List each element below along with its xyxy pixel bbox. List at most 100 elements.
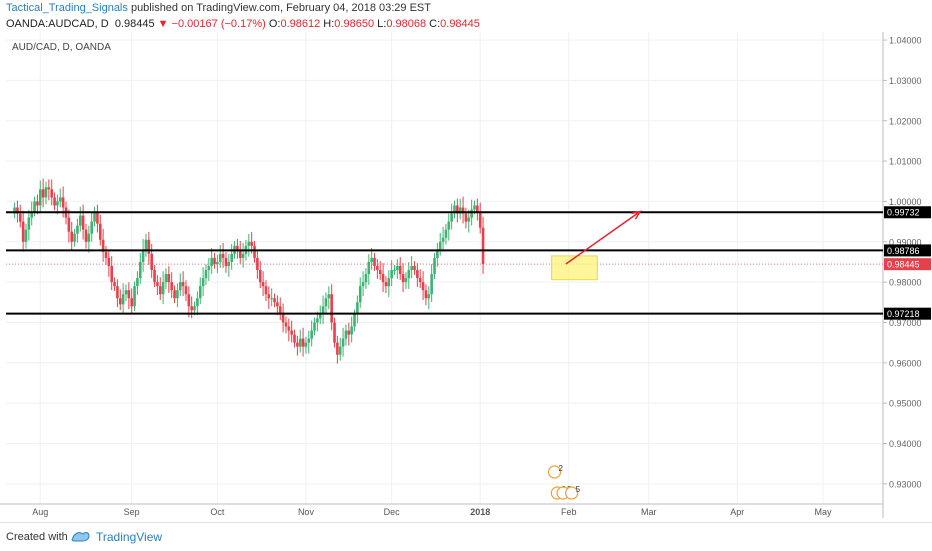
candle-body bbox=[278, 306, 282, 315]
x-tick-label: Feb bbox=[561, 507, 577, 517]
candle-body bbox=[256, 257, 259, 271]
candle-body bbox=[433, 257, 436, 275]
candle-body bbox=[384, 282, 388, 287]
candle-body bbox=[293, 334, 296, 343]
candle-body bbox=[287, 326, 291, 331]
candle-body bbox=[447, 221, 451, 230]
y-tick-label: 1.03000 bbox=[889, 76, 922, 86]
candle-body bbox=[338, 346, 342, 355]
candle-body bbox=[390, 270, 393, 279]
close-value: 0.98445 bbox=[440, 18, 480, 30]
candle-body bbox=[138, 261, 142, 279]
candle-body bbox=[456, 205, 459, 214]
candle-body bbox=[164, 274, 168, 283]
candle-body bbox=[284, 322, 288, 327]
candle-body bbox=[264, 286, 268, 295]
created-with-text: Created with bbox=[6, 531, 68, 543]
projection-arrow bbox=[565, 210, 641, 265]
candle-body bbox=[347, 330, 351, 335]
candle-body bbox=[358, 286, 362, 303]
candle-body bbox=[393, 270, 396, 272]
close-label: C: bbox=[429, 18, 441, 30]
candle-body bbox=[53, 197, 56, 206]
candle-body bbox=[376, 265, 379, 271]
candle-body bbox=[478, 211, 482, 228]
level-price-label: 0.99732 bbox=[887, 208, 920, 218]
candle-body bbox=[404, 278, 408, 283]
candle-body bbox=[427, 294, 431, 299]
candle-body bbox=[136, 278, 139, 287]
candle-body bbox=[156, 282, 159, 287]
candle-body bbox=[270, 298, 273, 300]
candle-body bbox=[93, 211, 96, 222]
y-tick-label: 0.94000 bbox=[889, 439, 922, 449]
y-tick-label: 0.95000 bbox=[889, 399, 922, 409]
candle-body bbox=[76, 225, 79, 234]
x-tick-label: Aug bbox=[32, 507, 48, 517]
candle-body bbox=[464, 213, 468, 222]
publish-info: Tactical_Trading_Signals published on Tr… bbox=[6, 2, 431, 14]
candle-body bbox=[364, 274, 368, 283]
candle-body bbox=[430, 274, 433, 295]
y-tick-label: 1.04000 bbox=[889, 36, 922, 46]
low-label: L: bbox=[377, 18, 387, 30]
tradingview-logo-icon[interactable] bbox=[70, 529, 90, 543]
candle-body bbox=[181, 282, 185, 287]
y-tick-label: 1.01000 bbox=[889, 157, 922, 167]
candle-body bbox=[124, 290, 128, 295]
candle-body bbox=[170, 282, 173, 291]
event-marker-icon bbox=[547, 465, 562, 479]
candle-body bbox=[18, 213, 22, 222]
candle-body bbox=[216, 261, 219, 264]
candle-body bbox=[344, 330, 348, 339]
tradingview-brand-link[interactable]: TradingView bbox=[96, 530, 163, 544]
candle-body bbox=[30, 211, 34, 218]
candle-body bbox=[310, 330, 313, 339]
candle-body bbox=[81, 215, 85, 230]
price-chart[interactable]: 0.93000 0.94000 0.95000 0.96000 0.97000 0.980… bbox=[0, 32, 932, 518]
candle-body bbox=[153, 270, 156, 283]
candle-body bbox=[336, 342, 339, 355]
candle-body bbox=[36, 201, 39, 206]
candle-body bbox=[73, 233, 76, 242]
author-link[interactable]: Tactical_Trading_Signals bbox=[6, 2, 128, 14]
candle-body bbox=[96, 211, 99, 224]
candle-body bbox=[107, 257, 111, 266]
candle-body bbox=[201, 278, 205, 287]
candle-body bbox=[207, 265, 211, 271]
candle-body bbox=[330, 294, 333, 323]
candle-body bbox=[398, 265, 402, 275]
candle-body bbox=[173, 290, 176, 299]
last-price-tag-label: 0.98445 bbox=[887, 260, 920, 270]
candle-body bbox=[476, 205, 479, 212]
candle-body bbox=[307, 338, 311, 343]
candle-body bbox=[301, 338, 305, 347]
low-value: 0.98068 bbox=[386, 18, 427, 30]
candle-body bbox=[276, 302, 279, 307]
candle-body bbox=[321, 306, 325, 315]
candle-body bbox=[130, 298, 133, 307]
ohlc-legend: OANDA:AUDCAD, D 0.98445 ▼ −0.00167 (−0.1… bbox=[6, 18, 480, 30]
candle-body bbox=[230, 253, 233, 262]
candle-body bbox=[424, 290, 428, 299]
candle-body bbox=[298, 338, 302, 347]
candle-body bbox=[158, 286, 162, 295]
candle-body bbox=[407, 270, 411, 279]
candle-body bbox=[453, 205, 456, 214]
candle-body bbox=[198, 286, 202, 299]
candle-body bbox=[318, 314, 322, 319]
level-price-label: 0.98786 bbox=[887, 246, 920, 256]
event-marker-count: 2 bbox=[558, 464, 563, 473]
candle-body bbox=[327, 294, 331, 299]
candle-body bbox=[441, 237, 445, 242]
candle-body bbox=[416, 270, 419, 279]
x-tick-label: Sep bbox=[124, 507, 140, 517]
candle-body bbox=[116, 286, 119, 299]
x-tick-label: Nov bbox=[298, 507, 315, 517]
candle-body bbox=[396, 265, 399, 271]
candle-body bbox=[47, 187, 51, 190]
x-tick-label: 2018 bbox=[470, 507, 490, 517]
candle-body bbox=[61, 197, 65, 208]
candle-body bbox=[224, 257, 228, 266]
candle-body bbox=[101, 239, 105, 252]
